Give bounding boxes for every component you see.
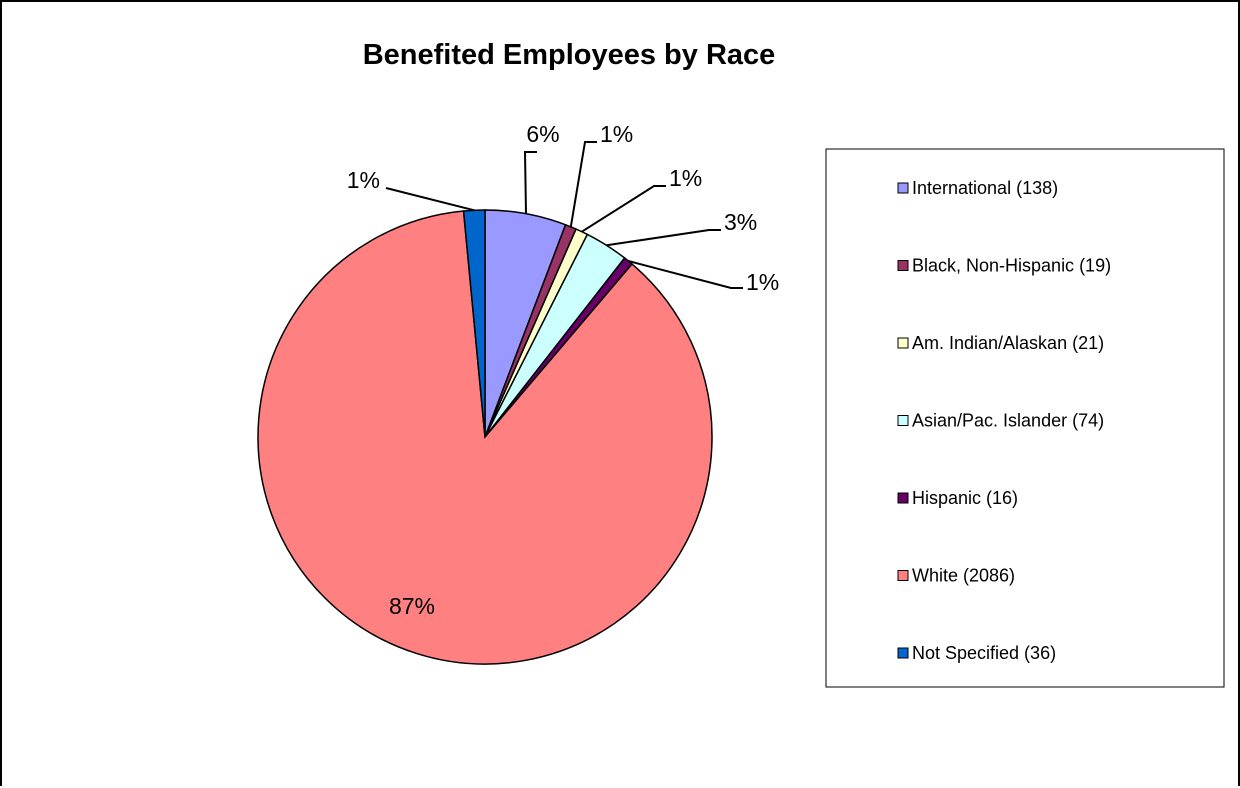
- leader-line-3: [581, 185, 666, 233]
- legend-label-4: Asian/Pac. Islander (74): [912, 411, 1104, 431]
- legend-swatch-2: [897, 260, 909, 271]
- legend-swatch-6: [897, 570, 909, 581]
- pie-slices: [257, 209, 713, 665]
- pct-label-3: 1%: [669, 165, 702, 191]
- legend-label-2: Black, Non-Hispanic (19): [912, 256, 1111, 276]
- pct-label-1: 6%: [526, 121, 559, 147]
- legend-label-5: Hispanic (16): [912, 488, 1018, 508]
- legend-swatch-7: [897, 647, 909, 659]
- legend-label-1: International (138): [912, 178, 1058, 198]
- pct-label-6: 87%: [389, 593, 435, 619]
- leader-line-4: [606, 229, 721, 247]
- legend-swatch-1: [897, 182, 909, 194]
- legend: International (138) Black, Non-Hispanic (…: [825, 148, 1225, 688]
- percentage-labels: 6% 1% 1% 3% 1% 87% 1%: [347, 121, 780, 619]
- legend-swatch-5: [897, 492, 909, 504]
- leader-lines: [385, 141, 743, 289]
- pie-slice-6: [257, 210, 713, 665]
- legend-swatch-4: [897, 415, 909, 426]
- pct-label-7: 1%: [347, 167, 380, 193]
- pct-label-2: 1%: [600, 121, 633, 147]
- leader-line-7: [385, 187, 475, 212]
- pct-label-4: 3%: [724, 209, 757, 235]
- legend-label-7: Not Specified (36): [912, 643, 1056, 663]
- legend-label-6: White (2086): [912, 566, 1015, 586]
- legend-box: [825, 148, 1225, 688]
- leader-line-1: [523, 151, 537, 214]
- legend-swatch-3: [897, 337, 909, 349]
- chart-title: Benefited Employees by Race: [363, 39, 776, 71]
- leader-line-5: [628, 260, 743, 289]
- leader-line-2: [569, 141, 597, 228]
- legend-label-3: Am. Indian/Alaskan (21): [912, 333, 1104, 353]
- pct-label-5: 1%: [746, 269, 779, 295]
